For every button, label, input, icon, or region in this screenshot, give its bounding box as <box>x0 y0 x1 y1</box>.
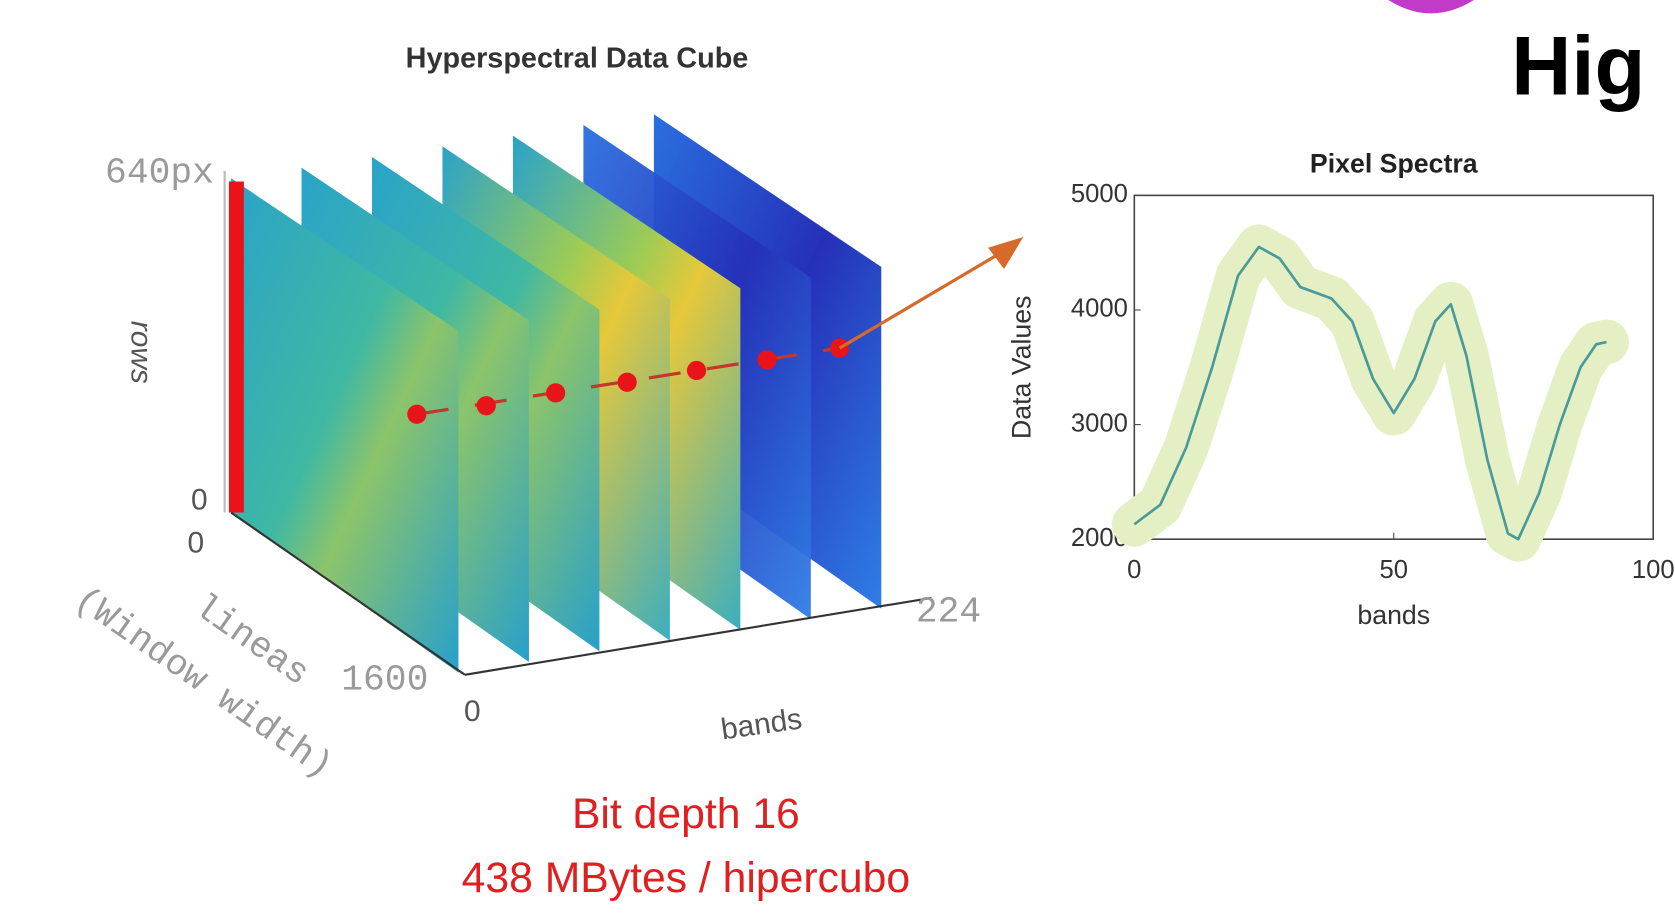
y-tick-label: 4000 <box>1071 295 1128 323</box>
bands-label: bands <box>719 702 804 746</box>
y-axis-label: Data Values <box>1006 296 1036 439</box>
x-tick-label: 100 <box>1632 556 1675 584</box>
line <box>1133 245 1607 541</box>
rows-max: 640px <box>105 153 214 194</box>
y-tick-label: 5000 <box>1071 180 1128 208</box>
arrow-head <box>988 237 1024 270</box>
caption: 438 MBytes / hipercubo <box>462 854 910 902</box>
rows-bar <box>228 181 244 513</box>
lineas-axis <box>230 511 466 676</box>
caption: Bit depth 16 <box>572 790 800 838</box>
x-axis-label: bands <box>1357 600 1430 630</box>
arrow <box>838 249 1005 350</box>
lineas-max: 1600 <box>341 660 428 701</box>
decoration <box>1388 0 1474 14</box>
rows-min: 0 <box>191 484 208 517</box>
cube-title: Hyperspectral Data Cube <box>406 42 749 74</box>
heading: Hig <box>1511 20 1645 113</box>
bands-min: 0 <box>464 695 481 728</box>
lineas-min: 0 <box>188 526 205 559</box>
chart-title: Pixel Spectra <box>1310 149 1479 179</box>
x-tick-label: 50 <box>1380 556 1409 584</box>
bands-axis <box>464 596 932 676</box>
cube-slice <box>231 178 459 673</box>
y-tick-label: 3000 <box>1071 409 1128 437</box>
rows-label: rows <box>124 321 157 384</box>
x-tick-label: 0 <box>1127 556 1141 584</box>
data-cube <box>223 114 1024 676</box>
bands-max: 224 <box>916 591 981 632</box>
